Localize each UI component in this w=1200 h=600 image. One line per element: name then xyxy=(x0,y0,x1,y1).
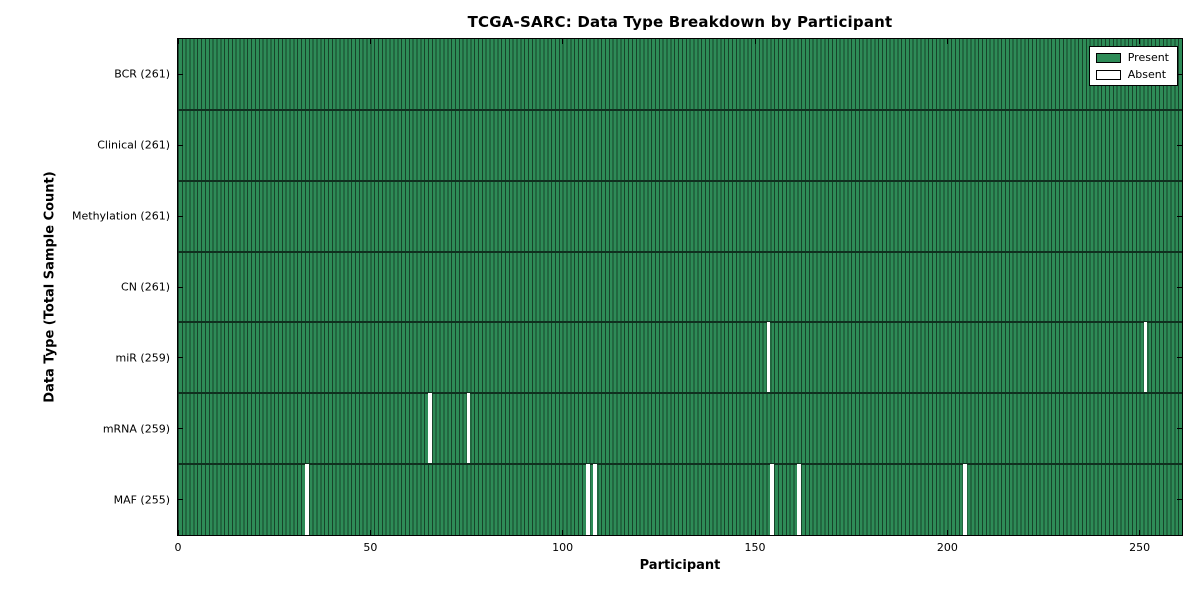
absent-bar-MAF-154 xyxy=(770,464,775,535)
legend-entry-absent: Absent xyxy=(1095,68,1169,81)
y-tick-label-mRNA: mRNA (259) xyxy=(102,422,170,436)
absent-swatch-icon xyxy=(1095,69,1121,80)
absent-bar-mRNA-65 xyxy=(428,393,432,465)
y-tick-right xyxy=(1177,286,1182,288)
y-tick-left xyxy=(178,73,183,75)
x-tick-bottom xyxy=(946,530,948,535)
x-axis-label: Participant xyxy=(639,558,721,573)
y-tick-label-CN: CN (261) xyxy=(121,280,170,294)
y-tick-label-BCR: BCR (261) xyxy=(114,67,170,81)
absent-bar-miR-153 xyxy=(766,322,771,394)
y-tick-right xyxy=(1177,215,1182,217)
y-tick-left xyxy=(178,215,183,217)
x-tick-label-150: 150 xyxy=(744,541,766,554)
row-divider xyxy=(178,179,1182,182)
y-tick-right xyxy=(1177,357,1182,359)
legend: Present Absent xyxy=(1088,46,1178,86)
plot-area: Present Absent xyxy=(177,38,1183,536)
y-tick-label-Clinical: Clinical (261) xyxy=(97,138,170,152)
x-tick-bottom xyxy=(1139,530,1141,535)
absent-bar-mRNA-75 xyxy=(466,393,471,465)
y-tick-right xyxy=(1177,73,1182,75)
y-tick-left xyxy=(178,144,183,146)
row-divider xyxy=(178,463,1182,466)
present-swatch-icon xyxy=(1095,52,1121,63)
row-divider xyxy=(178,108,1182,111)
y-tick-right xyxy=(1177,144,1182,146)
row-divider xyxy=(178,321,1182,324)
x-tick-top xyxy=(754,39,756,44)
y-tick-left xyxy=(178,428,183,430)
x-tick-label-50: 50 xyxy=(363,541,378,554)
y-tick-label-miR: miR (259) xyxy=(115,351,171,365)
absent-bar-MAF-161 xyxy=(797,464,802,535)
legend-label-absent: Absent xyxy=(1127,68,1167,81)
x-tick-bottom xyxy=(754,530,756,535)
y-tick-left xyxy=(178,286,183,288)
absent-bar-miR-251 xyxy=(1143,322,1148,394)
absent-bar-MAF-106 xyxy=(585,464,590,535)
y-tick-label-MAF: MAF (255) xyxy=(113,493,170,507)
absent-bar-MAF-108 xyxy=(593,464,598,535)
x-tick-top xyxy=(946,39,948,44)
y-tick-right xyxy=(1177,428,1182,430)
x-tick-top xyxy=(562,39,564,44)
x-tick-top xyxy=(369,39,371,44)
absent-bar-MAF-33 xyxy=(304,464,309,535)
legend-entry-present: Present xyxy=(1095,51,1169,64)
legend-label-present: Present xyxy=(1127,51,1169,64)
x-tick-bottom xyxy=(562,530,564,535)
x-tick-label-0: 0 xyxy=(174,541,182,554)
x-tick-bottom xyxy=(178,530,179,535)
y-tick-label-Methylation: Methylation (261) xyxy=(72,209,170,223)
row-divider xyxy=(178,250,1182,253)
x-tick-top xyxy=(178,39,179,44)
absent-bar-MAF-204 xyxy=(962,464,967,535)
x-tick-label-100: 100 xyxy=(552,541,574,554)
x-tick-label-200: 200 xyxy=(936,541,958,554)
y-tick-left xyxy=(178,499,183,501)
x-tick-top xyxy=(1139,39,1141,44)
x-tick-bottom xyxy=(369,530,371,535)
x-tick-label-250: 250 xyxy=(1129,541,1151,554)
y-tick-left xyxy=(178,357,183,359)
chart-title: TCGA-SARC: Data Type Breakdown by Partic… xyxy=(467,13,893,31)
y-tick-right xyxy=(1177,499,1182,501)
row-divider xyxy=(178,392,1182,395)
